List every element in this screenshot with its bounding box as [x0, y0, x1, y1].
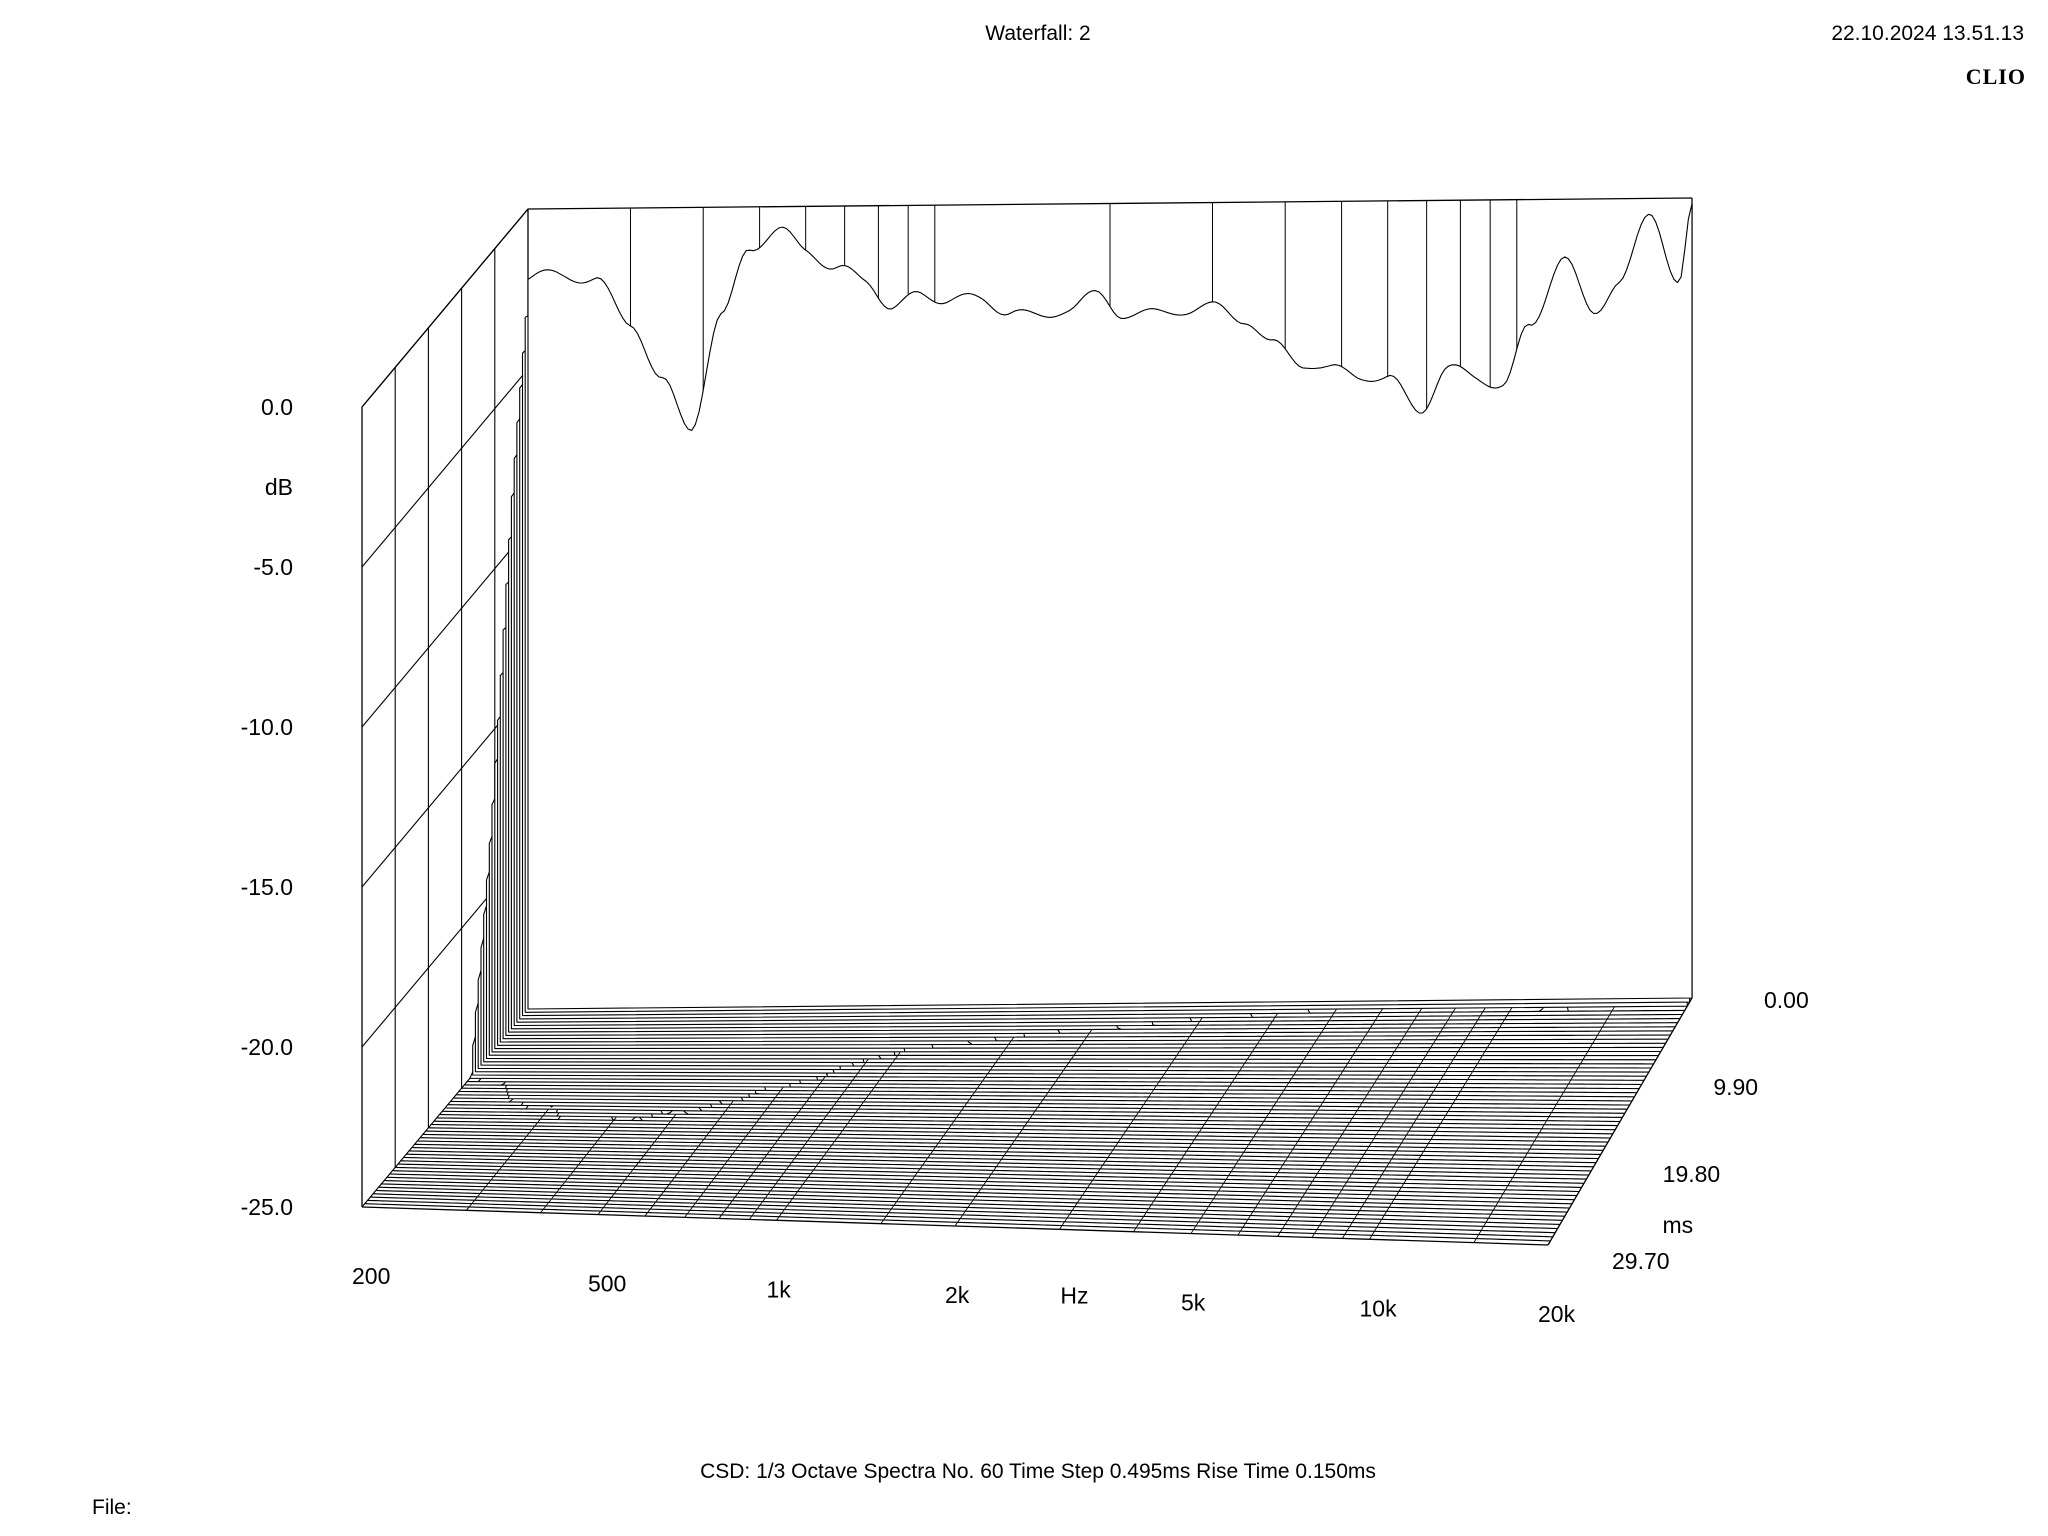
spectrum-slice — [527, 203, 1693, 1010]
spectrum-slice — [416, 1140, 1597, 1164]
spectrum-slice — [383, 1180, 1568, 1213]
spectrum-slice — [422, 1133, 1602, 1155]
freq-tick-label: 2k — [945, 1282, 970, 1308]
time-tick-label: 0.00 — [1764, 987, 1809, 1013]
spectrum-slice — [364, 1203, 1551, 1242]
spectrum-slice — [430, 1123, 1609, 1143]
db-tick-label: 0.0 — [261, 394, 293, 420]
db-tick-label: -5.0 — [253, 554, 293, 580]
left-wall-gridline — [361, 208, 529, 408]
freq-tick-label: 20k — [1538, 1301, 1576, 1327]
clio-logo: CLIO — [1965, 64, 2026, 89]
spectrum-slice — [369, 1196, 1556, 1234]
db-tick-label: -20.0 — [241, 1034, 293, 1060]
spectrum-slice — [397, 1163, 1580, 1193]
spectrum-slice — [414, 1143, 1595, 1168]
spectrum-slice — [405, 1153, 1587, 1180]
spectrum-slice — [391, 1170, 1575, 1201]
spectrum-slice — [425, 1130, 1604, 1151]
db-tick-label: -10.0 — [241, 714, 293, 740]
spectrum-slice — [389, 1173, 1573, 1205]
freq-tick-label: 10k — [1359, 1295, 1397, 1321]
spectrum-slice — [411, 1147, 1592, 1172]
time-tick-label: 19.80 — [1663, 1161, 1721, 1187]
left-wall-gridline — [361, 528, 529, 728]
freq-tick-label: 500 — [588, 1271, 626, 1297]
file-label: File: — [92, 1496, 132, 1519]
spectrum-slice — [386, 1176, 1571, 1209]
measurement-timestamp: 22.10.2024 13.51.13 — [1831, 22, 2024, 45]
db-axis-label: dB — [265, 474, 293, 500]
time-tick-label: 29.70 — [1612, 1248, 1670, 1274]
db-tick-label: -15.0 — [241, 874, 293, 900]
freq-tick-label: 1k — [766, 1276, 791, 1302]
spectrum-slice — [433, 1120, 1611, 1139]
spectrum-slice — [436, 1101, 1614, 1135]
spectrum-slice — [408, 1150, 1590, 1176]
spectrum-slice — [400, 1160, 1583, 1188]
freq-axis-label: Hz — [1060, 1282, 1088, 1308]
spectrum-slice — [394, 1166, 1578, 1197]
time-tick-label: 9.90 — [1713, 1074, 1758, 1100]
left-wall-gridline — [361, 368, 529, 568]
freq-tick-label: 200 — [352, 1263, 390, 1289]
time-axis-label: ms — [1662, 1212, 1693, 1238]
spectra-traces — [364, 203, 1693, 1242]
freq-tick-label: 5k — [1181, 1290, 1206, 1316]
axis-labels: 0.0 -5.0 -10.0 -15.0 -20.0 -25.0 dB 200 500 1k 2k 5… — [241, 394, 1809, 1327]
spectrum-slice — [372, 1193, 1559, 1230]
spectrum-slice — [375, 1189, 1561, 1225]
spectrum-slice — [366, 1199, 1554, 1238]
spectrum-slice — [402, 1156, 1585, 1184]
spectrum-slice — [380, 1183, 1566, 1217]
spectrum-slice — [419, 1137, 1599, 1160]
spectrum-slice — [378, 1186, 1563, 1221]
chart-title: Waterfall: 2 — [985, 22, 1091, 45]
db-tick-label: -25.0 — [241, 1194, 293, 1220]
csd-settings: CSD: 1/3 Octave Spectra No. 60 Time Step… — [700, 1460, 1376, 1483]
spectrum-slice — [427, 1127, 1607, 1147]
